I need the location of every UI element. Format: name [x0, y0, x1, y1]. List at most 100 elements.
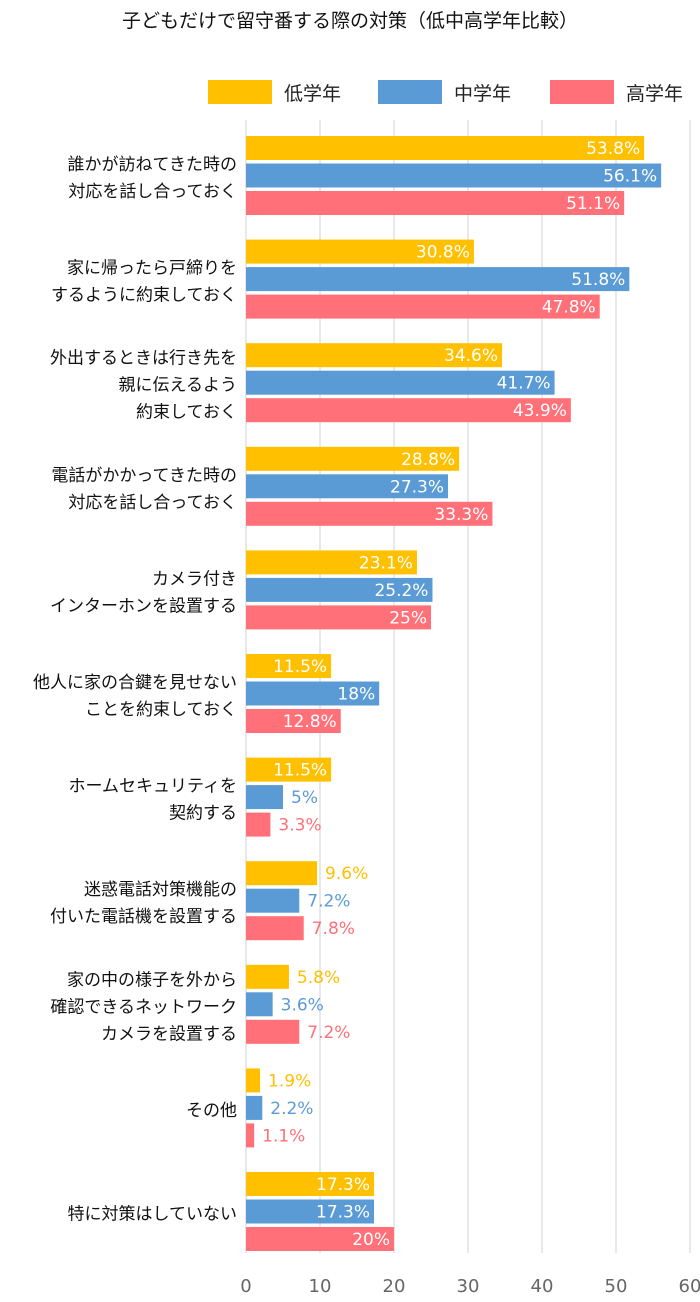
bar: [246, 1095, 263, 1120]
bar: [246, 888, 300, 913]
bar-value-label: 18%: [337, 685, 375, 705]
bar-value-label: 30.8%: [416, 243, 470, 263]
category-label: するように約束しておく: [51, 286, 237, 306]
category-label: 確認できるネットワーク: [50, 997, 237, 1017]
category-label: 約束しておく: [136, 403, 237, 423]
category-label: 電話がかかってきた時の: [51, 466, 237, 486]
bar: [246, 605, 431, 630]
bar-value-label: 23.1%: [359, 553, 413, 573]
bar: [246, 1068, 261, 1093]
bar: [246, 446, 460, 471]
category-label: 付いた電話機を設置する: [50, 907, 237, 927]
legend-swatch-1: [208, 80, 272, 104]
category-label: 迷惑電話対策機能の: [84, 880, 237, 900]
bar: [246, 1199, 375, 1224]
x-tick-label: 60: [679, 1276, 700, 1297]
category-label: 契約する: [169, 804, 237, 824]
bar-value-label: 7.2%: [307, 892, 350, 912]
bar: [246, 267, 630, 292]
legend-label-1: 低学年: [284, 83, 341, 105]
x-tick-label: 0: [240, 1276, 251, 1297]
bar-value-label: 28.8%: [401, 450, 455, 470]
category-label: 対応を話し合っておく: [68, 493, 237, 513]
x-tick-label: 20: [383, 1276, 406, 1297]
bar-value-label: 11.5%: [273, 657, 327, 677]
category-label: 外出するときは行き先を: [50, 349, 237, 369]
value-labels: 53.8% 56.1% 51.1% 30.8% 51.8% 47.8% 34.6% 41.7%…: [262, 139, 657, 1250]
bar: [246, 1019, 300, 1044]
bar-value-label: 3.6%: [281, 995, 324, 1015]
bar-value-label: 1.9%: [268, 1071, 311, 1091]
category-label: 他人に家の合鍵を見せない: [33, 673, 237, 693]
category-label: 親に伝えるよう: [119, 376, 238, 396]
bar: [246, 964, 289, 989]
category-labels: 誰かが訪ねてきた時の対応を話し合っておく家に帰ったら戸締りをするように約束してお…: [33, 155, 237, 1225]
bar-value-label: 3.3%: [278, 816, 321, 836]
category-label: カメラを設置する: [101, 1024, 237, 1044]
category-label: カメラ付き: [152, 569, 237, 589]
bar: [246, 550, 417, 575]
x-tick-label: 50: [605, 1276, 628, 1297]
bar-value-label: 7.2%: [307, 1023, 350, 1043]
bar: [246, 239, 474, 264]
bar: [246, 861, 318, 886]
bar: [246, 681, 380, 706]
bar-value-label: 7.8%: [312, 919, 355, 939]
category-label: ことを約束しておく: [85, 700, 237, 720]
bar-value-label: 25.2%: [374, 581, 428, 601]
category-label: ホームセキュリティを: [69, 777, 237, 797]
chart-title: 子どもだけで留守番する際の対策（低中高学年比較）: [121, 10, 578, 32]
category-label: インターホンを設置する: [50, 596, 237, 616]
bar: [246, 916, 304, 941]
category-label: 対応を話し合っておく: [68, 182, 237, 202]
bar: [246, 501, 493, 526]
bar-value-label: 5.8%: [297, 968, 340, 988]
bar-value-label: 51.8%: [571, 270, 625, 290]
bar: [246, 191, 625, 215]
bar-value-label: 43.9%: [513, 401, 567, 421]
bar-value-label: 1.1%: [262, 1126, 305, 1146]
bar: [246, 654, 332, 678]
bar-value-label: 20%: [352, 1230, 390, 1250]
bar-value-label: 27.3%: [390, 477, 444, 497]
bar: [246, 398, 571, 423]
bar-value-label: 53.8%: [586, 139, 640, 159]
category-label: 誰かが訪ねてきた時の: [68, 155, 238, 175]
bar: [246, 294, 600, 319]
bar: [246, 1172, 375, 1196]
bar: [246, 136, 645, 160]
bar-value-label: 12.8%: [283, 712, 337, 732]
x-tick-label: 30: [457, 1276, 480, 1297]
bar-value-label: 34.6%: [444, 346, 498, 366]
bar: [246, 757, 332, 782]
bar: [246, 709, 341, 733]
legend-swatch-3: [550, 80, 614, 104]
x-axis-ticks: 0 10 20 30 40 50 60: [240, 1276, 700, 1297]
x-tick-label: 40: [531, 1276, 554, 1297]
bar-value-label: 2.2%: [270, 1099, 313, 1119]
bar-value-label: 56.1%: [603, 167, 657, 187]
category-label: 家に帰ったら戸締りを: [67, 259, 237, 279]
bar: [246, 992, 273, 1017]
bar-value-label: 9.6%: [325, 864, 368, 884]
bar-value-label: 41.7%: [497, 374, 551, 394]
bar-value-label: 17.3%: [316, 1203, 370, 1223]
bar: [246, 370, 555, 395]
bar: [246, 577, 433, 602]
legend-label-2: 中学年: [454, 83, 511, 105]
bar: [246, 474, 449, 499]
bar: [246, 343, 503, 368]
bar-value-label: 47.8%: [542, 298, 596, 318]
bar: [246, 785, 283, 810]
bar: [246, 163, 662, 188]
bar-value-label: 51.1%: [566, 194, 620, 214]
bar: [246, 1227, 394, 1251]
category-label: 家の中の様子を外から: [67, 970, 237, 990]
category-label: 特に対策はしていない: [68, 1205, 238, 1225]
bar-value-label: 11.5%: [273, 761, 327, 781]
legend-label-3: 高学年: [626, 83, 683, 105]
category-label: その他: [186, 1101, 237, 1121]
bar-value-label: 5%: [291, 788, 318, 808]
legend-swatch-2: [378, 80, 442, 104]
legend: 低学年 中学年 高学年: [208, 80, 683, 105]
